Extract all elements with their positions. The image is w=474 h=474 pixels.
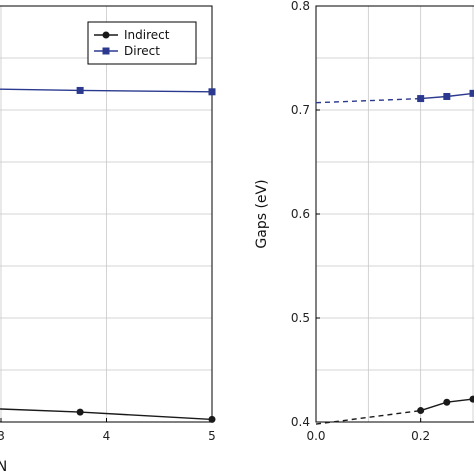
x-axis-label: N	[0, 459, 7, 474]
x-tick-label: 4	[103, 429, 111, 443]
legend-label: Direct	[124, 44, 160, 58]
x-tick-label: 5	[208, 429, 216, 443]
y-tick-label: 0.6	[291, 207, 310, 221]
legend: Indirect Direct	[87, 21, 197, 65]
series-line-direct	[0, 88, 213, 93]
data-point	[76, 408, 84, 416]
legend-box	[87, 21, 197, 65]
data-point	[208, 415, 216, 423]
y-tick-label: 0.4	[291, 415, 310, 429]
x-tick-label: 0.0	[306, 429, 325, 443]
y-axis-label: Gaps (eV)	[254, 179, 270, 248]
y-tick-label: 0.5	[291, 311, 310, 325]
data-point	[76, 86, 84, 94]
y-tick-label: 0.7	[291, 103, 310, 117]
data-point	[417, 95, 425, 103]
data-point	[417, 407, 425, 415]
left-panel: 3 4 5 N Indirect Direct	[0, 5, 216, 474]
right-panel: 0.4 0.5 0.6 0.7 0.8 0.0 0.2 Gaps (eV)	[254, 0, 474, 443]
data-point	[208, 88, 216, 96]
x-tick-label: 0.2	[411, 429, 430, 443]
legend-marker	[102, 47, 110, 55]
data-point	[443, 92, 451, 100]
x-tick-label: 3	[0, 429, 5, 443]
data-point	[469, 395, 474, 403]
legend-label: Indirect	[124, 28, 170, 42]
data-point	[469, 89, 474, 97]
data-point	[443, 398, 451, 406]
series-line-indirect	[0, 408, 213, 421]
y-tick-label: 0.8	[291, 0, 310, 13]
legend-marker	[102, 31, 110, 39]
series-line	[420, 398, 474, 412]
